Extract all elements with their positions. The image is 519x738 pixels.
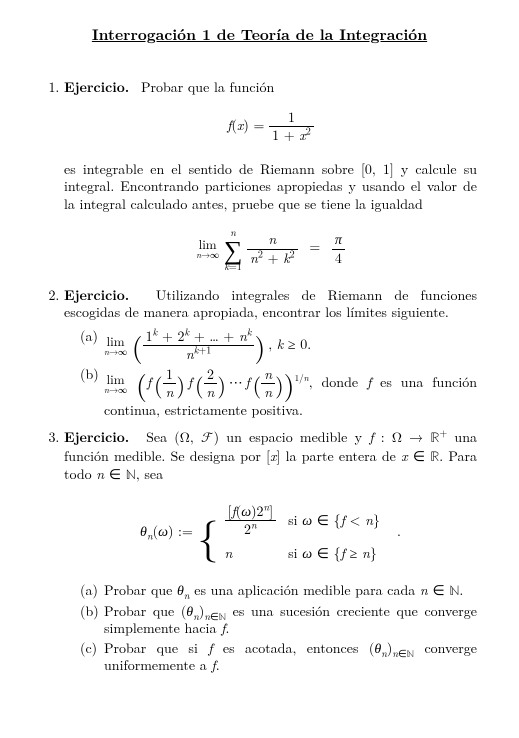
exercise-3c: (c) Probar que si f es acotada, entonces… — [80, 640, 477, 675]
exercise-3-case1-cond: si ω ∈ {f < n} — [286, 501, 388, 541]
exercise-1-eq1: f(x) = 11 + x2 — [64, 109, 477, 145]
exercise-3b-label: (b) — [80, 603, 104, 621]
page-title: Interrogación 1 de Teoría de la Integrac… — [42, 24, 477, 43]
exercise-1-body: es integrable en el sentido de Riemann s… — [64, 161, 477, 214]
exercise-1-intro-text: Probar que la función — [141, 77, 274, 97]
exercise-2a-body: limn→∞ (1k + 2k + … + nknk+1) , k ≥ 0. — [104, 328, 311, 364]
exercise-3-eq: θn(ω) := { [f(ω)2n]2n si ω ∈ {f < n} n s… — [64, 499, 477, 567]
page: Interrogación 1 de Teoría de la Integrac… — [0, 0, 519, 727]
exercise-3a-body: Probar que θn es una aplicación medible … — [104, 582, 463, 601]
exercise-2b-label: (b) — [80, 366, 104, 384]
exercise-3b-body: Probar que (θn)n∈ℕ es una sucesión creci… — [104, 603, 477, 638]
exercise-3a: (a) Probar que θn es una aplicación medi… — [80, 582, 477, 601]
exercise-3c-body: Probar que si f es acotada, entonces (θn… — [104, 640, 477, 675]
exercise-1: Ejercicio. Probar que la función f(x) = … — [64, 79, 477, 270]
exercise-2: Ejercicio. Utilizando integrales de Riem… — [64, 287, 477, 420]
exercise-2a: (a) limn→∞ (1k + 2k + … + nknk+1) , k ≥ … — [80, 328, 477, 364]
exercise-3b: (b) Probar que (θn)n∈ℕ es una sucesión c… — [80, 603, 477, 638]
exercise-1-eq2: limn→∞ n∑k=1 nn2 + k2 = π4 — [64, 227, 477, 270]
exercise-2a-label: (a) — [80, 328, 104, 346]
exercise-list: Ejercicio. Probar que la función f(x) = … — [42, 79, 477, 674]
exercise-1-label: Ejercicio. — [64, 77, 129, 97]
exercise-2-sublist: (a) limn→∞ (1k + 2k + … + nknk+1) , k ≥ … — [64, 328, 477, 420]
exercise-2b-body: limn→∞ (f (1n) f (2n) ⋯ f (nn))1/n, dond… — [104, 366, 477, 420]
exercise-3a-label: (a) — [80, 582, 104, 600]
exercise-3: Ejercicio. Sea (Ω, ℱ) un espacio medible… — [64, 429, 477, 675]
exercise-3-sublist: (a) Probar que θn es una aplicación medi… — [64, 582, 477, 675]
exercise-3c-label: (c) — [80, 640, 104, 658]
exercise-1-intro — [134, 77, 141, 97]
exercise-2b: (b) limn→∞ (f (1n) f (2n) ⋯ f (nn))1/n, … — [80, 366, 477, 420]
exercise-3-label: Ejercicio. — [64, 427, 129, 447]
exercise-3-case2-cond: si ω ∈ {f ≥ n} — [286, 543, 388, 565]
